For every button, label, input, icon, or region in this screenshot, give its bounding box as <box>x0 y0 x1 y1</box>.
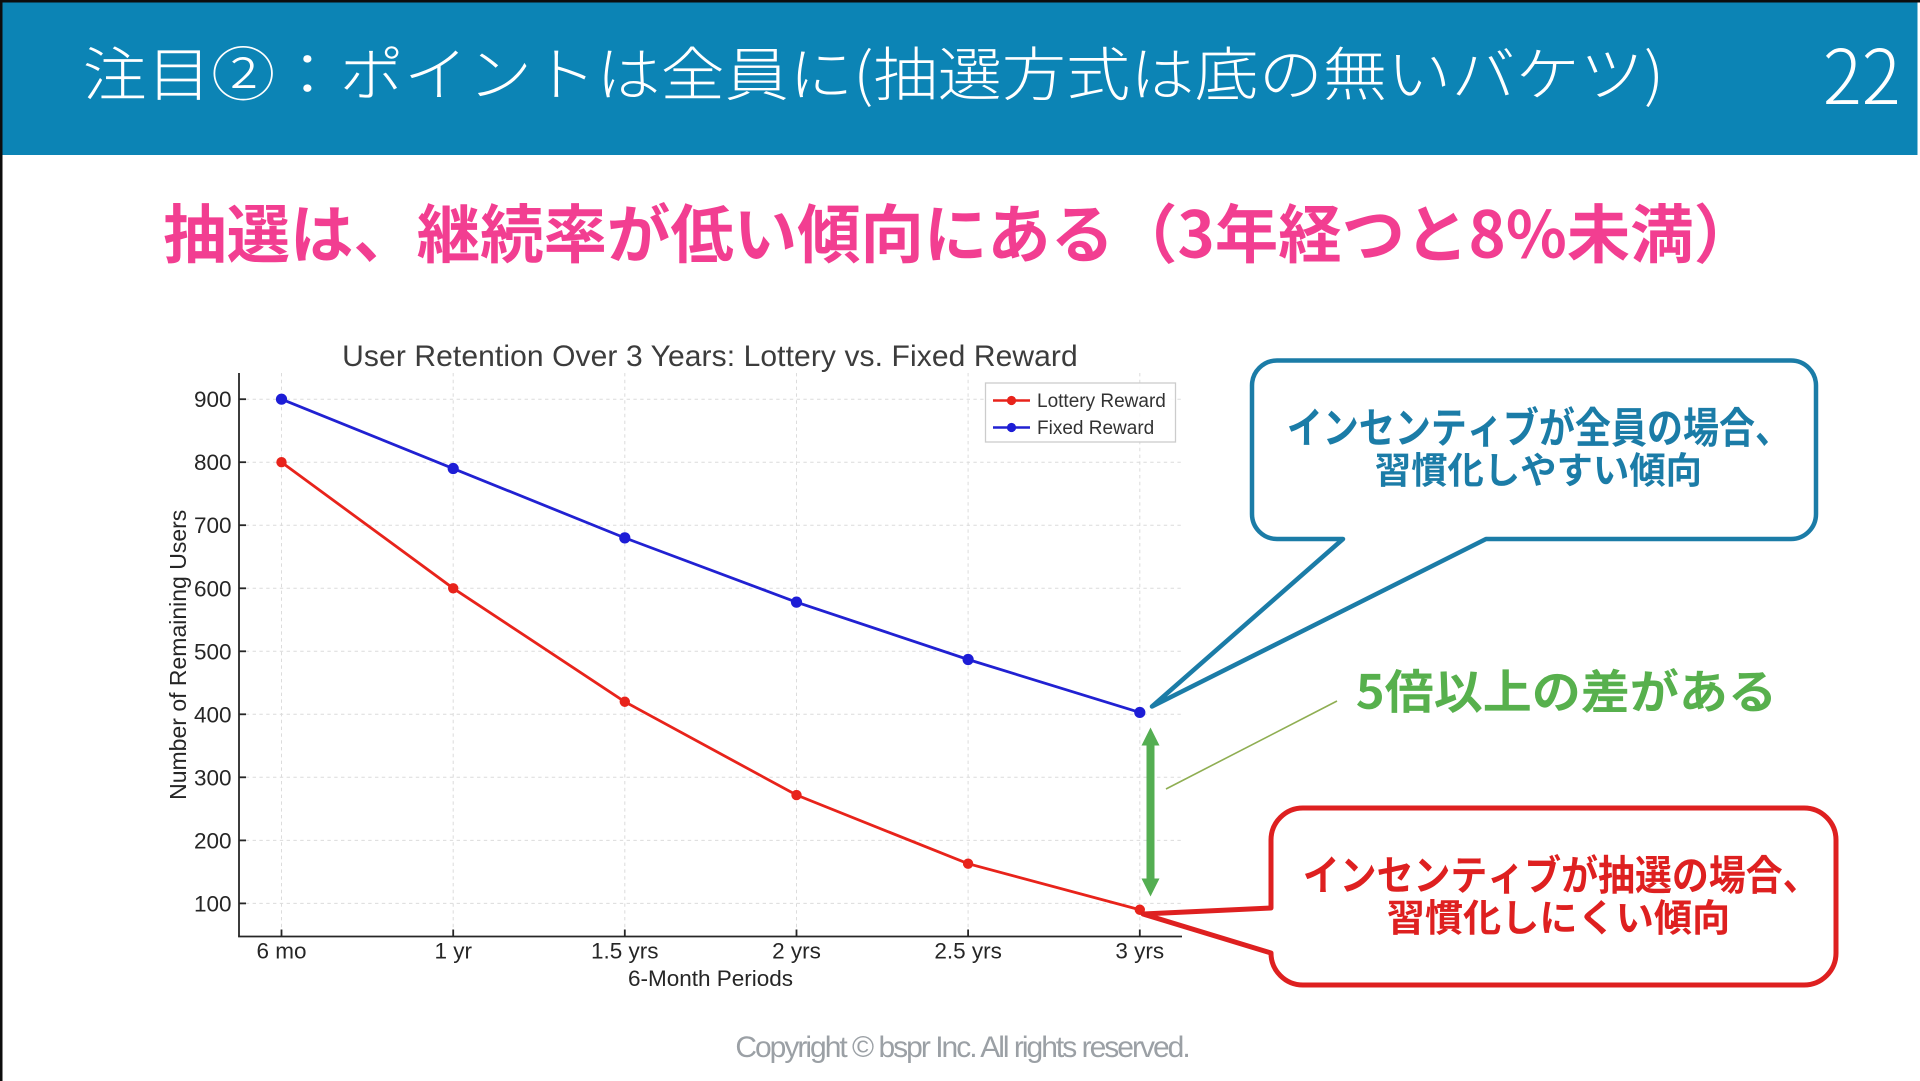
svg-text:Lottery Reward: Lottery Reward <box>1037 391 1166 412</box>
svg-text:1.5 yrs: 1.5 yrs <box>591 939 659 964</box>
svg-text:6-Month Periods: 6-Month Periods <box>628 966 793 991</box>
svg-text:600: 600 <box>194 576 232 601</box>
svg-text:100: 100 <box>194 891 232 916</box>
svg-text:500: 500 <box>194 639 232 664</box>
svg-text:6 mo: 6 mo <box>256 939 306 964</box>
svg-text:User Retention Over 3 Years: L: User Retention Over 3 Years: Lottery vs.… <box>342 340 1078 373</box>
svg-text:1 yr: 1 yr <box>434 939 472 964</box>
svg-text:800: 800 <box>194 450 232 475</box>
svg-text:Number of Remaining Users: Number of Remaining Users <box>165 510 191 800</box>
svg-text:900: 900 <box>194 387 232 412</box>
svg-text:Fixed Reward: Fixed Reward <box>1037 418 1154 439</box>
svg-text:3 yrs: 3 yrs <box>1115 939 1164 964</box>
svg-text:300: 300 <box>194 765 232 790</box>
svg-text:400: 400 <box>194 702 232 727</box>
svg-text:200: 200 <box>194 828 232 853</box>
svg-text:Copyright © bspr Inc. All righ: Copyright © bspr Inc. All rights reserve… <box>735 1031 1188 1064</box>
svg-text:2.5 yrs: 2.5 yrs <box>934 939 1002 964</box>
svg-text:2 yrs: 2 yrs <box>772 939 821 964</box>
svg-text:700: 700 <box>194 513 232 538</box>
